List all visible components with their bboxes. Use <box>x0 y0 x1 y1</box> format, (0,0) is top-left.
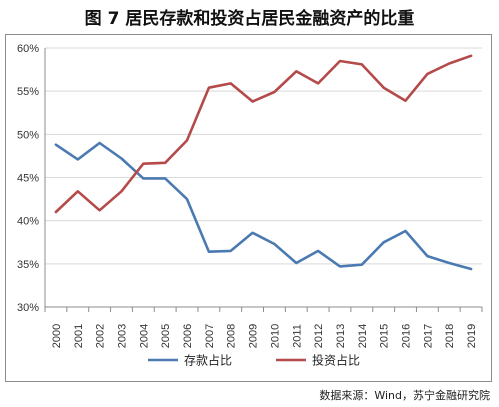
y-tick-label: 45% <box>17 173 39 185</box>
x-tick-label: 2017 <box>422 324 434 348</box>
y-tick-label: 40% <box>17 216 39 228</box>
series-lines <box>54 54 473 271</box>
x-tick-label: 2001 <box>73 324 85 348</box>
x-tick-label: 2011 <box>291 324 303 348</box>
legend: 存款占比 投资占比 <box>148 353 360 368</box>
series-line-2 <box>54 54 473 214</box>
gridlines <box>45 47 482 265</box>
x-tick-label: 2015 <box>379 324 391 348</box>
data-source-note: 数据来源：Wind，苏宁金融研究院 <box>319 389 490 402</box>
x-tick-label: 2000 <box>51 324 63 348</box>
x-tick-label: 2019 <box>466 324 478 348</box>
y-tick-label: 60% <box>17 43 39 55</box>
x-tick-label: 2009 <box>248 324 260 348</box>
y-tick-label: 50% <box>17 129 39 141</box>
x-tick-label: 2012 <box>313 324 325 348</box>
series-line-1 <box>54 141 473 271</box>
chart-title: 图 7 居民存款和投资占居民金融资产的比重 <box>84 9 415 29</box>
x-tick-label: 2008 <box>226 324 238 348</box>
y-tick-label: 35% <box>17 259 39 271</box>
x-tick-label: 2002 <box>95 324 107 348</box>
legend-label: 投资占比 <box>312 353 360 368</box>
x-tick-label: 2003 <box>116 324 128 348</box>
x-tick-label: 2004 <box>138 324 150 348</box>
y-tick-label: 55% <box>17 86 39 98</box>
x-tick-label: 2005 <box>160 324 172 348</box>
x-tick-label: 2016 <box>401 324 413 348</box>
y-tick-label: 30% <box>17 302 39 314</box>
x-tick-label: 2014 <box>357 324 369 348</box>
x-tick-label: 2010 <box>269 324 281 348</box>
x-tick-label: 2018 <box>444 324 456 348</box>
x-tick-label: 2006 <box>182 324 194 348</box>
axes: 30% 35% 40% 45% 50% 55% 60% 2000 2001 2002 2003 200… <box>17 43 483 348</box>
legend-label: 存款占比 <box>184 353 232 368</box>
x-tick-label: 2007 <box>204 324 216 348</box>
chart-panel <box>5 34 492 382</box>
x-tick-label: 2013 <box>335 324 347 348</box>
